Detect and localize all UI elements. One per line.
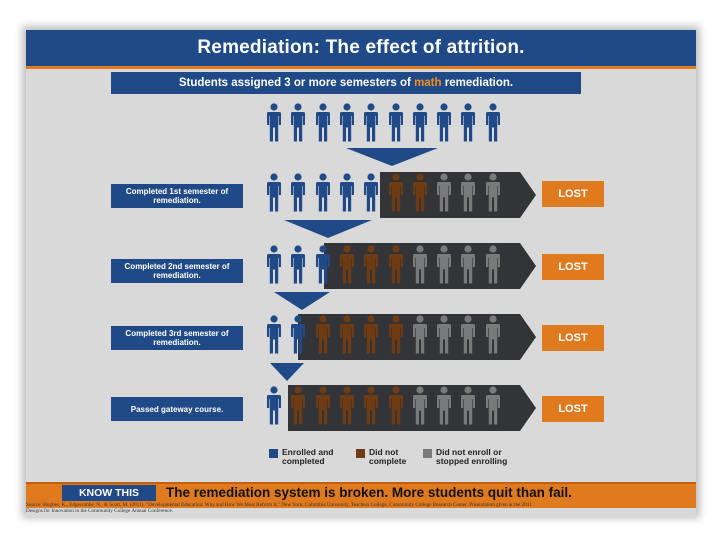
person-icon (363, 245, 379, 285)
person-icon (315, 315, 331, 355)
person-icon (290, 103, 306, 143)
person-icon (460, 173, 476, 213)
person-icon (388, 386, 404, 426)
person-icon (485, 173, 501, 213)
person-icon (388, 173, 404, 213)
subtitle-end: remediation. (441, 77, 514, 89)
attrition-band-3-arrowhead (520, 314, 536, 360)
person-icon (412, 173, 428, 213)
slide: Remediation: The effect of attrition. St… (26, 30, 696, 518)
person-icon (363, 103, 379, 143)
funnel-arrow-2 (284, 220, 372, 238)
page-title: Remediation: The effect of attrition. (197, 37, 525, 58)
person-icon (388, 103, 404, 143)
person-icon (290, 173, 306, 213)
person-icon (339, 315, 355, 355)
footer-message: The remediation system is broken. More s… (166, 485, 572, 500)
brown-square-icon (356, 449, 365, 458)
person-icon (339, 103, 355, 143)
funnel-arrow-1 (346, 148, 438, 166)
person-icon (266, 315, 282, 355)
attrition-band-3 (298, 314, 520, 360)
person-icon (266, 103, 282, 143)
person-icon (485, 103, 501, 143)
citation-line-1: Source: Hughes, K., Edgecombe, N., & Sco… (26, 502, 532, 508)
person-icon (460, 315, 476, 355)
person-icon (290, 386, 306, 426)
know-this-badge: KNOW THIS (62, 485, 156, 501)
person-icon (436, 245, 452, 285)
person-icon (339, 245, 355, 285)
legend-label: Enrolled and completed (282, 447, 334, 466)
person-icon (388, 245, 404, 285)
person-icon (315, 173, 331, 213)
person-icon (339, 173, 355, 213)
person-icon (363, 315, 379, 355)
funnel-arrow-4 (270, 363, 304, 381)
person-icon (460, 103, 476, 143)
person-icon (290, 245, 306, 285)
lost-badge-2: LOST (542, 254, 604, 280)
person-icon (315, 103, 331, 143)
person-icon (412, 386, 428, 426)
person-icon (485, 315, 501, 355)
person-icon (460, 245, 476, 285)
person-icon (315, 245, 331, 285)
gray-square-icon (423, 449, 432, 458)
person-icon (266, 386, 282, 426)
person-icon (266, 173, 282, 213)
person-icon (436, 315, 452, 355)
lost-badge-1: LOST (542, 181, 604, 207)
person-icon (315, 386, 331, 426)
person-icon (363, 386, 379, 426)
person-icon (388, 315, 404, 355)
attrition-band-1-arrowhead (520, 172, 536, 218)
subtitle-highlight: math (414, 77, 442, 89)
attrition-band-2-arrowhead (520, 243, 536, 289)
lost-badge-4: LOST (542, 396, 604, 422)
legend-item-not-complete: Did not complete (356, 448, 419, 466)
person-icon (412, 245, 428, 285)
funnel-arrow-3 (274, 292, 330, 310)
subtitle: Students assigned 3 or more semesters of… (179, 77, 513, 89)
lost-badge-3: LOST (542, 325, 604, 351)
person-icon (339, 386, 355, 426)
person-icon (485, 386, 501, 426)
person-icon (266, 245, 282, 285)
row-label-4: Passed gateway course. (111, 397, 243, 421)
person-icon (436, 173, 452, 213)
legend-label: Did not enroll or stopped enrolling (436, 447, 508, 466)
person-icon (412, 315, 428, 355)
subtitle-start: Students assigned 3 or more semesters of (178, 77, 415, 89)
subtitle-bar: Students assigned 3 or more semesters of… (111, 72, 581, 94)
blue-square-icon (269, 449, 278, 458)
row-label-3: Completed 3rd semester of remediation. (111, 326, 243, 350)
person-icon (436, 386, 452, 426)
person-icon (412, 103, 428, 143)
legend-item-enrolled: Enrolled and completed (269, 448, 352, 466)
person-icon (485, 245, 501, 285)
person-icon (363, 173, 379, 213)
person-icon (436, 103, 452, 143)
citation: Source: Hughes, K., Edgecombe, N., & Sco… (26, 502, 696, 514)
attrition-band-4-arrowhead (520, 385, 536, 431)
row-label-1: Completed 1st semester of remediation. (111, 184, 243, 208)
person-icon (290, 315, 306, 355)
citation-line-2: Designs for Innovation in the Community … (26, 508, 174, 515)
person-icon (460, 386, 476, 426)
legend-item-not-enrolled: Did not enroll or stopped enrolling (423, 448, 536, 466)
legend-label: Did not complete (369, 447, 407, 466)
row-label-2: Completed 2nd semester of remediation. (111, 259, 243, 283)
title-bar: Remediation: The effect of attrition. (26, 30, 696, 69)
